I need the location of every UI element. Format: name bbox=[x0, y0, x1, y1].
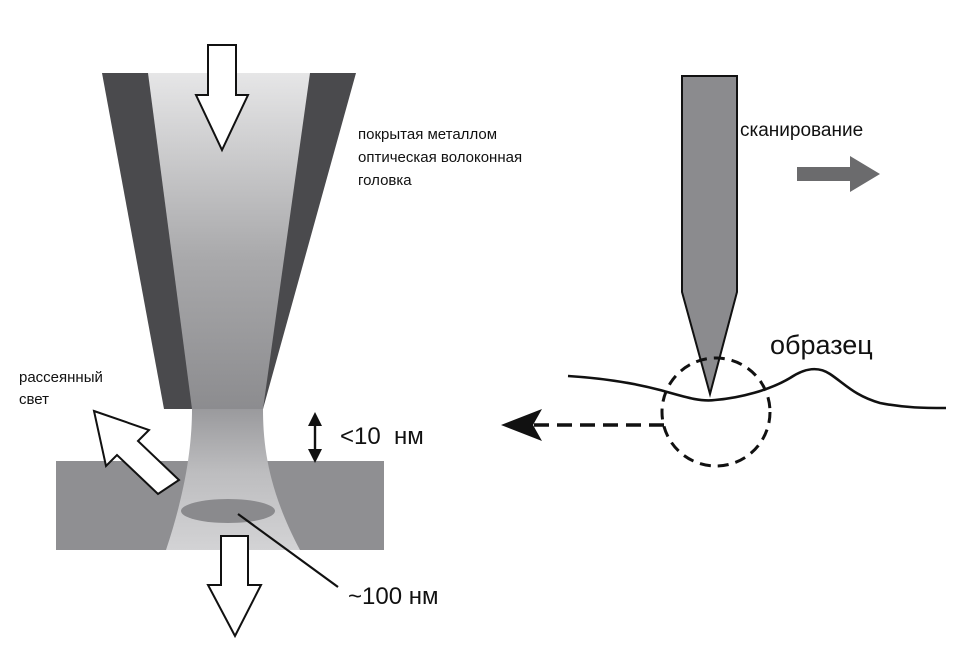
gap-double-arrow bbox=[308, 412, 322, 463]
light-spot bbox=[181, 499, 275, 523]
fiber-head-label-1: покрытая металлом bbox=[358, 126, 497, 143]
sample-surface bbox=[567, 367, 947, 410]
fiber-head-label-2: оптическая волоконная bbox=[358, 149, 522, 166]
spot-size-label: ~100 нм bbox=[348, 583, 438, 610]
fiber-core bbox=[148, 73, 310, 409]
scattered-light-label-2: свет bbox=[19, 391, 49, 408]
scan-direction-arrow bbox=[797, 156, 880, 192]
fiber-probe bbox=[56, 44, 384, 639]
sample-label: образец bbox=[770, 330, 873, 360]
scanning-label: сканирование bbox=[740, 120, 863, 141]
probe-tip bbox=[681, 75, 738, 398]
incoming-light-arrow bbox=[194, 44, 250, 153]
scanning-setup bbox=[501, 75, 947, 468]
scattered-light-label-1: рассеянный bbox=[19, 369, 103, 386]
gap-label: <10 нм bbox=[340, 423, 424, 450]
fiber-head-label-3: головка bbox=[358, 172, 412, 189]
signal-arrowhead bbox=[501, 409, 542, 441]
interaction-region-circle bbox=[660, 356, 772, 468]
spot-pointer-line bbox=[237, 513, 339, 588]
transmitted-light-arrow bbox=[206, 535, 263, 639]
scattered-light-arrow bbox=[92, 409, 181, 496]
